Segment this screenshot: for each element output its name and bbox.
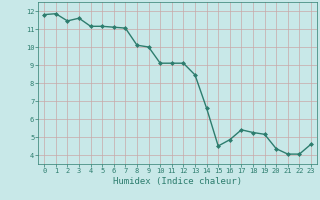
- X-axis label: Humidex (Indice chaleur): Humidex (Indice chaleur): [113, 177, 242, 186]
